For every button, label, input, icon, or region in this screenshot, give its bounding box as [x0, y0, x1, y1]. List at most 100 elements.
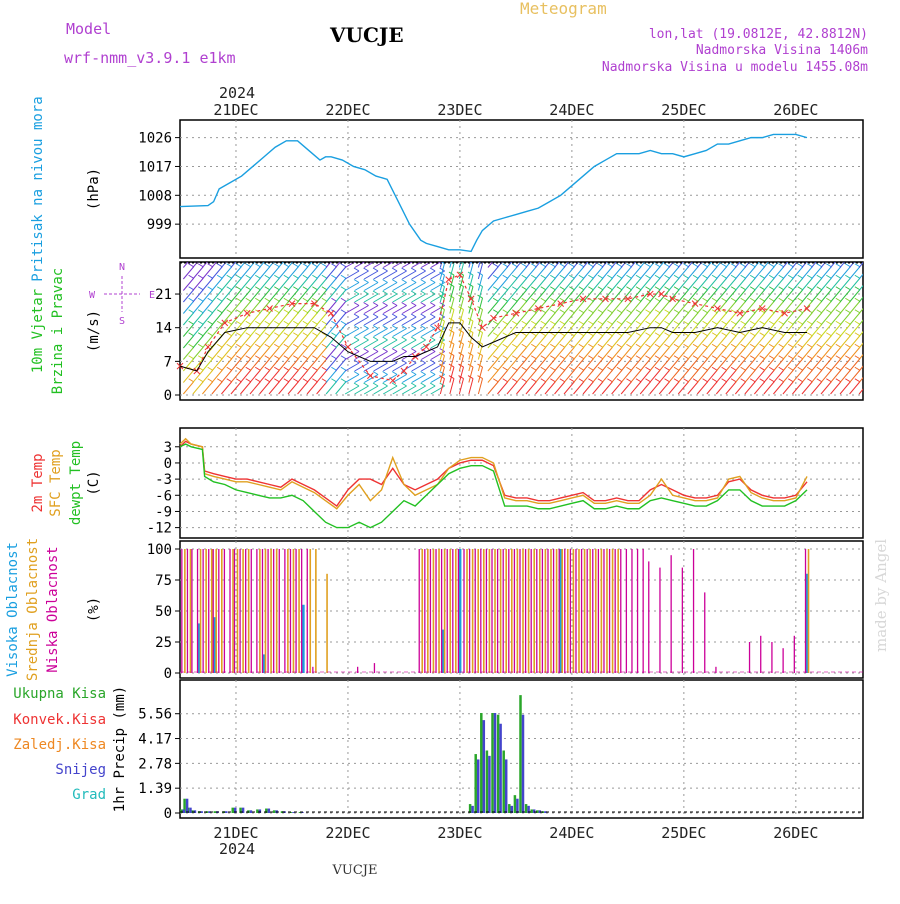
wind-barb — [316, 277, 328, 291]
wind-barb — [696, 335, 708, 349]
wind-barb — [525, 369, 537, 383]
wind-barb — [601, 369, 613, 383]
wind-barb-flag — [264, 378, 271, 383]
wind-barb — [658, 381, 670, 395]
wind-barb-flag — [626, 274, 632, 279]
wind-barb-flag — [226, 343, 232, 348]
wind-barb — [325, 277, 337, 291]
wind-barb — [287, 289, 299, 303]
wind-barb — [592, 323, 604, 337]
wind-barb-flag — [540, 320, 547, 325]
wind-barb — [554, 300, 566, 314]
wind-barb — [563, 277, 575, 291]
wind-barb-flag — [654, 355, 661, 360]
wind-barb — [677, 346, 689, 360]
wind-barb-flag — [302, 343, 309, 348]
wind-barb-flag — [616, 309, 623, 314]
wind-barb — [363, 305, 379, 314]
wind-barb — [649, 323, 661, 337]
wind-barb-flag — [274, 378, 280, 383]
wind-barb — [268, 277, 280, 291]
wind-barb-flag — [429, 325, 436, 329]
wind-barb — [439, 378, 445, 395]
wind-barb-flag — [235, 378, 242, 383]
wind-barb-flag — [235, 286, 242, 291]
wind-barb — [830, 381, 842, 395]
wind-barb-flag — [798, 252, 803, 255]
wind-barb — [202, 312, 214, 326]
wind-barb — [202, 289, 214, 303]
wind-barb-flag — [255, 378, 261, 383]
wind-barb-flag — [626, 332, 632, 337]
wind-barb — [363, 293, 379, 303]
cloud-ylabel-1: Srednja Oblacnost — [25, 538, 41, 681]
wind-barb — [202, 262, 208, 268]
wind-barb — [658, 346, 670, 360]
wind-barb-flag — [673, 343, 680, 348]
wind-barb-flag — [588, 355, 594, 360]
wind-barb — [458, 366, 464, 383]
wind-barb — [373, 385, 388, 395]
wind-barb — [839, 312, 851, 326]
wind-barb-flag — [420, 302, 426, 306]
wind-barb — [801, 289, 813, 303]
wind-barb — [658, 335, 670, 349]
wind-barb-flag — [864, 356, 869, 359]
wind-barb-flag — [816, 320, 823, 325]
wind-barb-flag — [645, 309, 651, 314]
wind-barb-flag — [197, 309, 204, 314]
wind-barb-flag — [749, 297, 756, 302]
wind-barb-flag — [845, 320, 851, 325]
wind-barb-flag — [302, 366, 309, 371]
wind-barb — [782, 262, 789, 268]
wind-barb — [563, 323, 575, 337]
temp-line-1 — [179, 437, 808, 510]
wind-barb-flag — [293, 378, 299, 383]
wind-barb-flag — [382, 325, 388, 329]
wind-barb — [363, 282, 379, 291]
wind-barb — [363, 316, 379, 326]
wind-barb-flag — [807, 320, 813, 325]
wind-barb-flag — [321, 297, 328, 302]
wind-barb — [497, 277, 509, 291]
wind-barb-flag — [635, 332, 642, 337]
wind-barb — [563, 335, 575, 349]
wind-barb — [592, 289, 604, 303]
wind-barb — [392, 270, 407, 280]
wind-barb-flag — [391, 382, 398, 387]
wind-barb-flag — [864, 333, 869, 336]
wind-barb — [373, 328, 388, 337]
cloud-series: Visoka Oblacnost Srednja Oblacnost Niska O… — [5, 538, 863, 681]
wind-barb — [477, 309, 484, 326]
wind-barb — [601, 323, 613, 337]
wind-barb-flag — [664, 378, 670, 383]
wind-barb-flag — [274, 297, 280, 302]
wind-barb-flag — [797, 343, 804, 348]
wind-barb — [801, 381, 813, 395]
wind-barb — [402, 316, 417, 326]
wind-barb-flag — [216, 263, 223, 268]
wind-barb-flag — [420, 371, 426, 375]
wind-barb-flag — [429, 267, 436, 272]
wind-barb-flag — [787, 332, 794, 337]
panel-precip: 01.392.784.175.56 — [138, 679, 864, 822]
y-tick-label: 0 — [164, 388, 172, 404]
wind-barb — [782, 335, 794, 349]
wind-barb-flag — [864, 344, 869, 347]
wind-barb — [221, 381, 233, 395]
wind-barb-flag — [550, 366, 556, 371]
wind-barb — [506, 335, 518, 349]
wind-barb-flag — [321, 263, 328, 268]
wind-barb — [344, 385, 360, 395]
wind-barb — [620, 277, 632, 291]
wind-barb — [468, 343, 474, 360]
station-title: VUCJE — [329, 23, 404, 47]
wind-barb-flag — [569, 297, 575, 302]
wind-barb — [744, 262, 751, 268]
wind-barb — [202, 369, 214, 383]
y-tick-label: 25 — [155, 635, 172, 651]
wind-barb — [240, 277, 252, 291]
wind-barb — [658, 262, 665, 268]
wind-barb-flag — [521, 274, 528, 279]
wind-barb-flag — [664, 263, 670, 268]
